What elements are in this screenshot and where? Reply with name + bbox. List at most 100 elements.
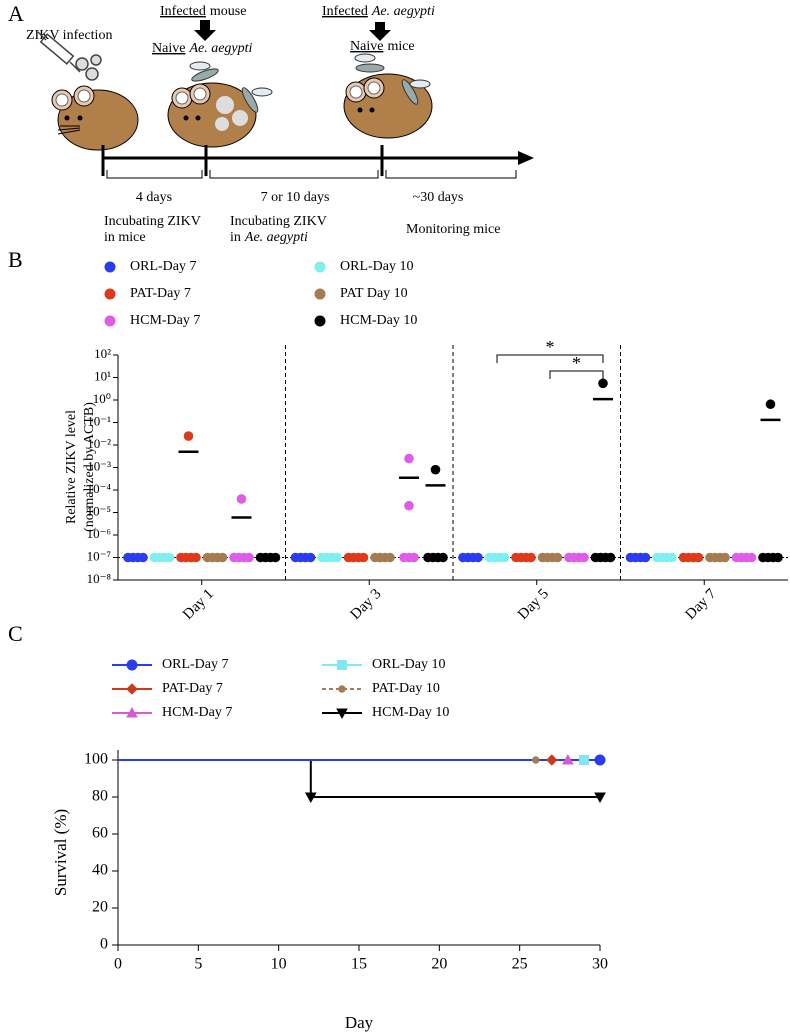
mouse-icon: [51, 85, 139, 151]
step1-target: Naive Ae. aegypti: [152, 41, 253, 56]
x-tick-label: Day 5: [515, 586, 552, 623]
legend-marker: [338, 685, 346, 693]
data-point: [473, 552, 483, 563]
data-point: [236, 494, 247, 504]
step1-source: Infected mouse: [160, 4, 246, 19]
timeline: [101, 145, 520, 176]
y-tick-label: 100: [84, 751, 108, 768]
italic: Ae. aegypti: [244, 230, 308, 245]
data-point: [552, 552, 563, 563]
period-duration: ~30 days: [413, 190, 464, 205]
data-point: [746, 552, 757, 563]
y-tick-label: 60: [92, 825, 108, 842]
data-point: [191, 552, 201, 563]
x-tick-label: 15: [351, 956, 367, 973]
data-point: [765, 399, 776, 410]
data-point: [438, 552, 448, 563]
legend-label: HCM-Day 10: [372, 705, 449, 720]
y-tick-label: 10⁰: [93, 391, 111, 406]
period-description: Monitoring mice: [406, 222, 501, 237]
survival-marker: [304, 792, 317, 804]
plain: in: [230, 230, 241, 245]
significance-label: *: [572, 353, 581, 373]
legend-marker: [337, 660, 347, 670]
y-tick-label: 10⁻⁷: [87, 548, 111, 563]
data-point: [138, 552, 148, 563]
y-tick-label: 80: [92, 788, 108, 805]
data-point: [693, 552, 704, 563]
y-tick-label: 10²: [94, 346, 111, 361]
survival-marker: [546, 754, 558, 766]
data-point: [270, 552, 281, 563]
plain: mouse: [210, 4, 247, 19]
survival-marker: [532, 756, 540, 764]
y-tick-label: 10⁻⁴: [87, 481, 112, 496]
plain: mice: [387, 39, 414, 54]
legend-label: PAT-Day 10: [372, 681, 440, 696]
data-point: [244, 552, 254, 563]
x-tick-label: Day 3: [348, 586, 385, 623]
y-axis-label-line: (normalized by ACTB): [82, 402, 97, 532]
y-tick-label: 10⁻⁶: [87, 526, 111, 541]
legend-label: PAT Day 10: [340, 286, 408, 301]
italic: Ae. aegypti: [188, 41, 252, 56]
legend-label: HCM-Day 10: [340, 313, 417, 328]
data-point: [217, 552, 228, 563]
step2-target: Naive mice: [350, 39, 415, 54]
y-tick-label: 40: [92, 862, 108, 879]
y-axis-label: Relative ZIKV level (normalized by ACTB): [64, 402, 97, 532]
y-tick-label: 20: [92, 899, 108, 916]
survival-marker: [562, 753, 574, 765]
legend-marker: [126, 683, 138, 695]
data-point: [598, 378, 608, 389]
data-point: [605, 552, 616, 563]
x-tick-label: 30: [592, 956, 608, 973]
data-point: [526, 552, 536, 563]
period-description: in mice: [104, 230, 146, 245]
italic: Ae. aegypti: [371, 4, 435, 19]
legend-marker: [126, 659, 138, 671]
step2-source: Infected Ae. aegypti: [322, 4, 435, 19]
period-bracket: [106, 170, 517, 179]
legend-marker: [314, 261, 326, 273]
legend-marker: [126, 706, 138, 718]
x-axis-label: Day: [345, 1013, 374, 1032]
legend-marker: [104, 315, 116, 327]
data-point: [409, 552, 419, 563]
timeline-arrowhead: [518, 151, 534, 165]
data-point: [404, 453, 414, 464]
y-tick-label: 0: [100, 936, 108, 953]
arrow: [369, 22, 391, 41]
mouse-icon: [167, 82, 257, 148]
significance-bracket: [496, 354, 604, 363]
legend-label: HCM-Day 7: [162, 705, 232, 720]
data-point: [579, 552, 589, 563]
period-duration: 7 or 10 days: [261, 190, 330, 205]
data-point: [404, 500, 414, 511]
underlined: Naive: [152, 41, 185, 56]
data-point: [720, 552, 730, 563]
legend-label: PAT-Day 7: [130, 286, 191, 301]
syringe-icon: [37, 31, 102, 81]
y-tick-label: 10¹: [94, 368, 111, 383]
data-point: [305, 552, 316, 563]
survival-marker: [578, 755, 589, 765]
data-point: [385, 552, 395, 563]
data-point: [499, 552, 510, 563]
x-tick-label: Day 1: [180, 586, 217, 623]
legend-label: HCM-Day 7: [130, 313, 200, 328]
x-tick-label: Day 7: [683, 586, 720, 623]
x-tick-label: 20: [431, 956, 447, 973]
underlined: Infected: [160, 4, 206, 19]
data-point: [640, 552, 651, 563]
legend-label: ORL-Day 7: [130, 259, 197, 274]
underlined: Naive: [350, 39, 383, 54]
panel-label: C: [8, 621, 23, 646]
data-point: [430, 464, 441, 475]
x-tick-label: 10: [271, 956, 287, 973]
panel-label: A: [8, 1, 24, 26]
legend-label: PAT-Day 7: [162, 681, 223, 696]
x-tick-label: 25: [512, 956, 528, 973]
data-point: [773, 552, 783, 563]
